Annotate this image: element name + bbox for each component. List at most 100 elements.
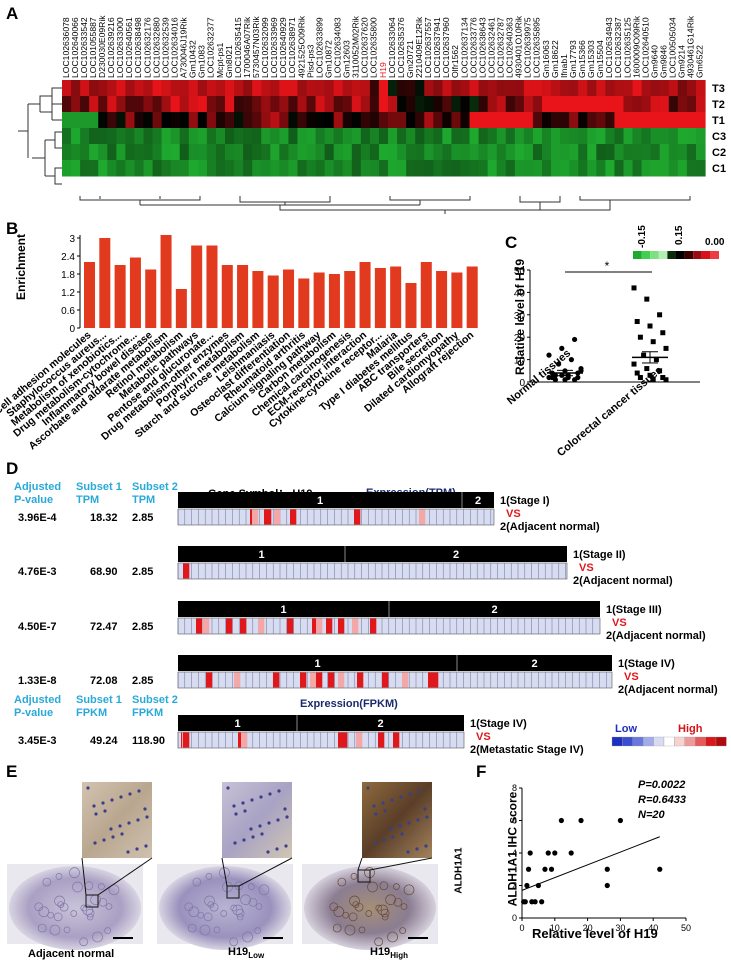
heatmap-cell	[306, 80, 317, 97]
heatmap-cell	[369, 80, 380, 97]
gene-label: LOC102637941	[432, 17, 442, 78]
nucleus	[408, 792, 412, 796]
heatmap-cell	[514, 144, 525, 161]
category-label: Porphyrin metabolism	[154, 329, 247, 409]
legend-swatch	[674, 736, 685, 747]
heatmap-cell	[659, 144, 670, 161]
y-tick-label: 4	[512, 848, 517, 858]
heatmap-cell	[234, 160, 244, 177]
heatmap-cell	[686, 144, 697, 161]
heatmap-cell	[288, 80, 299, 97]
heatmap-cell	[424, 96, 434, 113]
correlation-point	[521, 899, 527, 905]
heatmap-cell	[143, 144, 154, 161]
heatmap-cell	[514, 112, 525, 129]
subset2-cell: 118.90	[132, 735, 166, 747]
gland-outline	[235, 908, 245, 918]
y-tick-label: 20	[514, 333, 526, 344]
gene-label: LOC102632387	[613, 17, 623, 78]
gene-label: Gm1083	[197, 45, 207, 78]
heatmap-cell	[505, 96, 516, 113]
heatmap-cell	[442, 96, 453, 113]
heatmap-cell	[315, 160, 326, 177]
panel-letter-e: E	[6, 762, 18, 781]
gland-outline	[333, 906, 345, 918]
gland-outline	[254, 927, 262, 934]
heatmap-cell	[569, 144, 579, 161]
heatmap-cell	[152, 160, 163, 177]
gland-outline	[213, 926, 221, 934]
heatmap-cell	[406, 96, 416, 113]
expression-fpkm-title: Expression(FPKM)	[300, 698, 398, 710]
gland-outline	[242, 931, 253, 943]
heatmap-cell	[288, 96, 299, 113]
heatmap-cell	[252, 160, 262, 177]
zoom-region	[85, 894, 99, 908]
colorbar-segment	[710, 251, 719, 259]
heatmap-cell	[532, 112, 543, 129]
nucleus	[415, 847, 419, 851]
heatmap-cell	[170, 144, 181, 161]
gene-label: LOC102635415	[233, 17, 243, 78]
gene-label: Gm20721	[405, 40, 415, 78]
heatmap-cell	[442, 80, 453, 97]
heatmap-cell	[460, 160, 471, 177]
group2-label: 2	[531, 658, 537, 670]
heatmap-cell	[641, 160, 652, 177]
category-label: Bile secretion	[385, 329, 445, 382]
heatmap-cell	[496, 160, 507, 177]
heatmap-cell	[315, 80, 326, 97]
heatmap-cell	[243, 160, 253, 177]
heatmap-cell	[107, 128, 117, 145]
heatmap-cell	[424, 160, 434, 177]
nucleus	[233, 841, 237, 845]
gland-outline	[240, 894, 251, 906]
expression-cell-high	[206, 672, 213, 688]
heatmap-cell	[551, 160, 561, 177]
heatmap-cell	[632, 144, 643, 161]
stage-label: 1(Stage II)	[573, 549, 626, 561]
nucleus	[226, 786, 230, 790]
heatmap-cell	[451, 96, 462, 113]
gland-outline	[365, 910, 373, 917]
vs-label: VS	[506, 508, 521, 520]
nucleus	[103, 809, 107, 813]
category-label: Retinol metabolism	[104, 329, 186, 400]
heatmap-cell	[587, 128, 597, 145]
category-label: ABC transporters	[356, 329, 431, 395]
normal-point	[552, 372, 559, 378]
normal-point	[572, 336, 578, 343]
group1-label: 1	[280, 604, 286, 616]
heatmap-cell	[424, 128, 434, 145]
heatmap-cell	[243, 112, 253, 129]
heatmap-cell	[261, 112, 271, 129]
gland-outline	[104, 927, 112, 934]
enrichment-bar	[344, 271, 356, 328]
tissue-section	[159, 866, 291, 950]
expression-cell-high	[356, 732, 363, 748]
heatmap-cell	[62, 128, 72, 145]
correlation-point	[548, 866, 555, 872]
heatmap-cell	[605, 128, 616, 145]
gene-label: LOC102633000	[115, 17, 125, 78]
gland-outline	[86, 913, 94, 921]
gland-outline	[105, 903, 113, 910]
heatmap-cell	[514, 128, 525, 145]
heatmap-cell	[116, 128, 126, 145]
nucleus	[373, 841, 377, 845]
category-label: Metabolism of xenobiotics...	[9, 329, 124, 429]
heatmap-cell	[668, 128, 679, 145]
heatmap-cell	[98, 160, 108, 177]
heatmap-cell	[677, 112, 688, 129]
legend-high: High	[678, 723, 703, 735]
heatmap-cell	[496, 80, 507, 97]
heatmap-cell	[116, 112, 126, 129]
reference-label: 2(Adjacent normal)	[606, 630, 706, 642]
category-label: Chemical carcinogenesis	[250, 329, 354, 419]
heatmap-cell	[469, 112, 480, 129]
colorbar-label: -0.15	[637, 225, 648, 248]
nucleus	[120, 832, 124, 836]
nucleus	[381, 801, 385, 805]
nucleus	[407, 821, 411, 825]
heatmap-cell	[551, 128, 561, 145]
